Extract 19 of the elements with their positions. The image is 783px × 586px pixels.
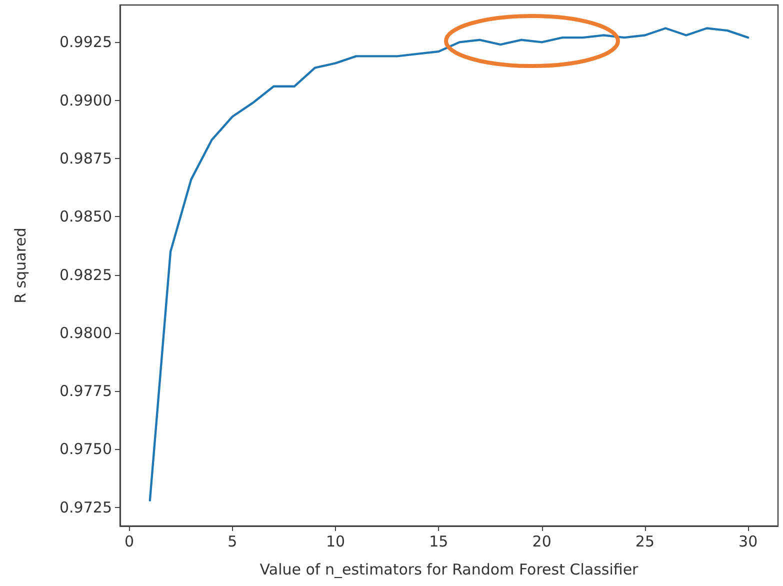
y-tick-label: 0.9775 (60, 382, 112, 400)
x-tick-label: 20 (532, 532, 552, 550)
x-tick-label: 15 (429, 532, 448, 550)
y-axis-title: R squared (12, 228, 30, 304)
y-tick-label: 0.9725 (60, 498, 112, 516)
x-tick-label: 10 (326, 532, 346, 550)
y-tick-label: 0.9750 (60, 440, 112, 458)
y-tick-label: 0.9825 (60, 266, 112, 284)
x-tick-label: 0 (124, 532, 134, 550)
y-tick-label: 0.9800 (60, 324, 112, 342)
x-axis-title: Value of n_estimators for Random Forest Classifier (260, 560, 640, 578)
y-tick-label: 0.9875 (60, 150, 112, 168)
x-tick-label: 30 (738, 532, 758, 550)
x-tick-label: 25 (635, 532, 655, 550)
line-series (148, 27, 750, 502)
y-tick-label: 0.9925 (60, 33, 112, 52)
y-tick-label: 0.9850 (60, 208, 112, 226)
x-tick-label: 5 (228, 532, 238, 550)
y-tick-label: 0.9900 (60, 91, 112, 110)
